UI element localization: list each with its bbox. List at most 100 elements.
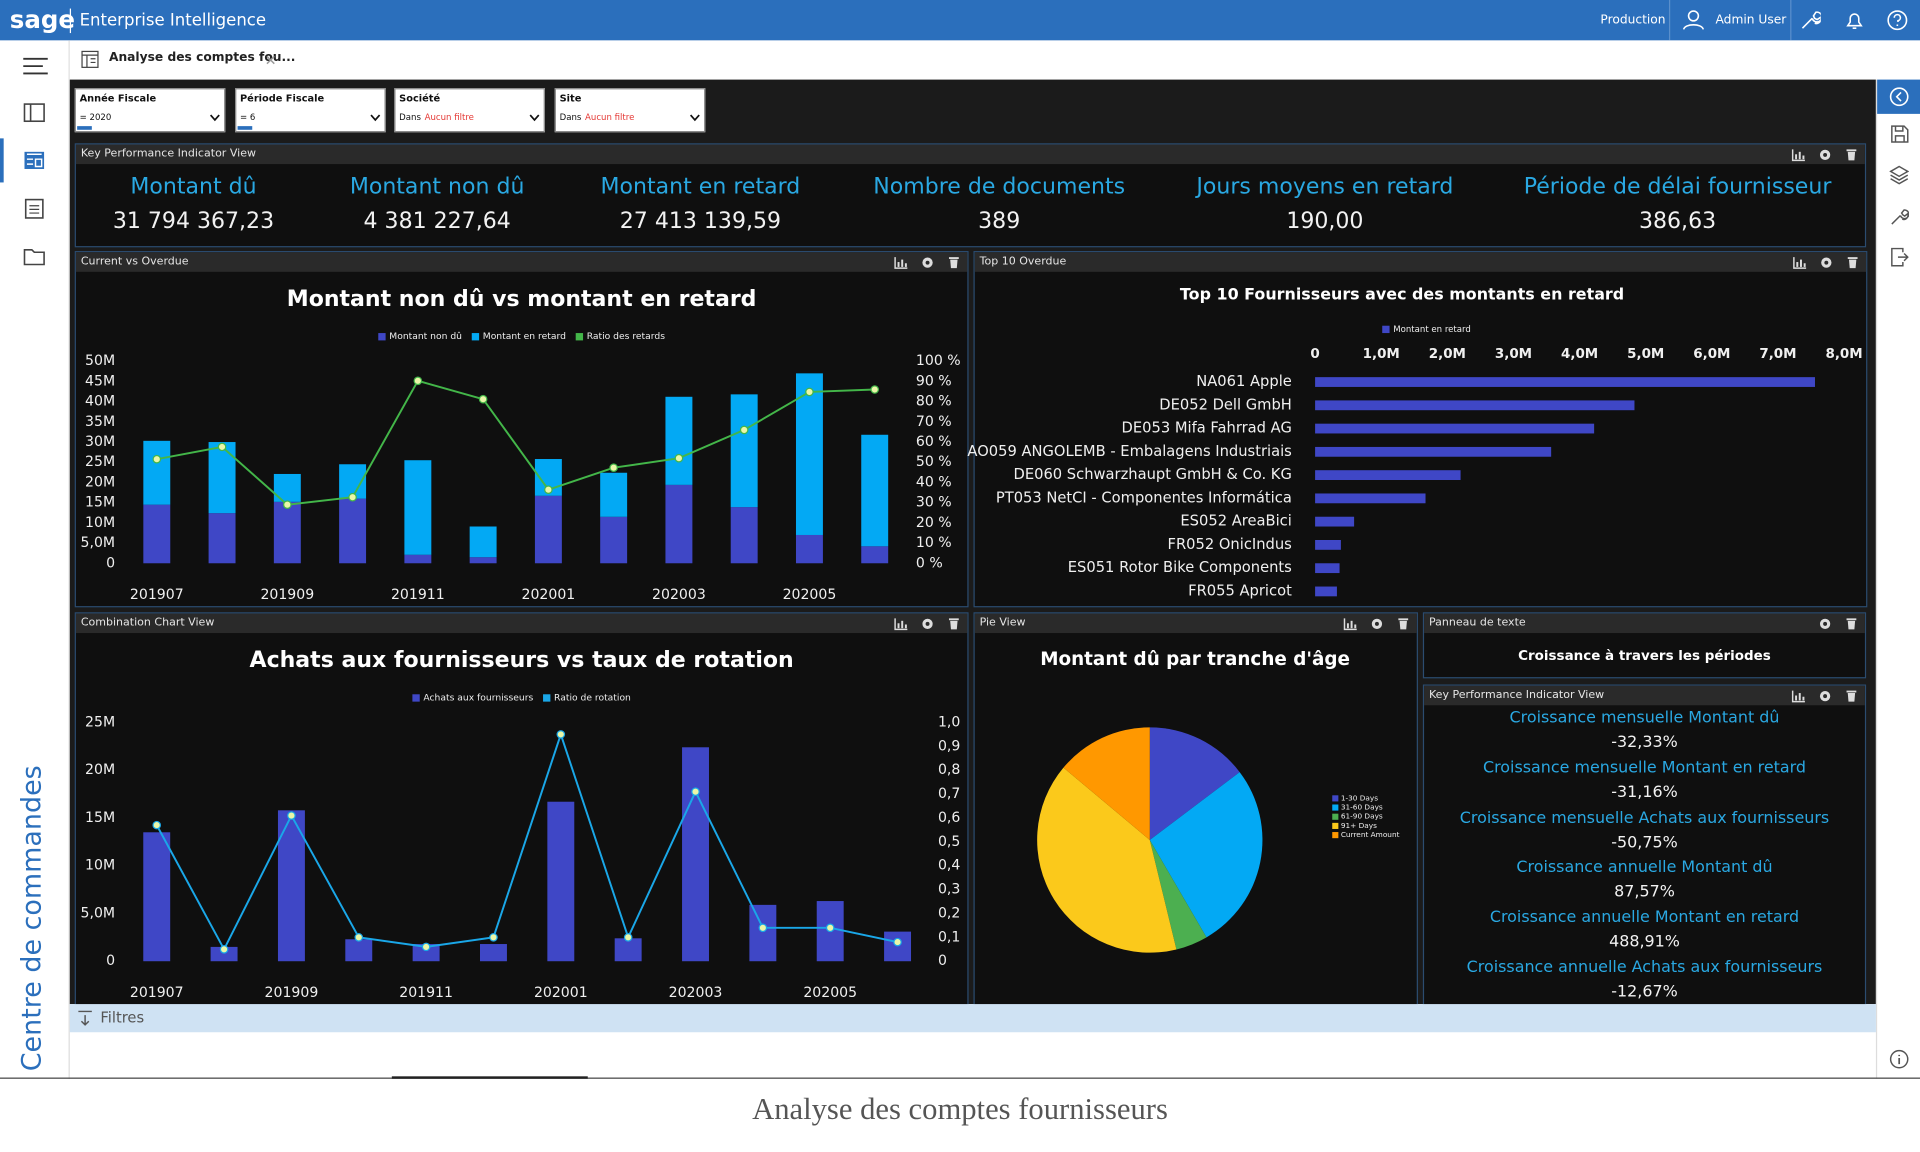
filter-value-text: = 6: [240, 112, 256, 123]
icon-shape: [23, 249, 45, 266]
panel-header: Panneau de texte: [1424, 613, 1865, 634]
delete-icon[interactable]: [1845, 148, 1857, 161]
kpi-label: Jours moyens en retard: [1196, 173, 1454, 200]
icon-shape: [901, 259, 904, 267]
nav-icon[interactable]: [23, 103, 45, 123]
separator: [69, 8, 72, 34]
divider: [0, 1077, 1920, 1079]
nav-icon[interactable]: [23, 151, 45, 171]
settings-icon[interactable]: [1818, 689, 1831, 702]
brand[interactable]: sage: [9, 4, 76, 35]
nav-icon[interactable]: [24, 197, 44, 219]
delete-icon[interactable]: [948, 256, 960, 269]
kpi-value: 87,57%: [1614, 883, 1675, 902]
delete-icon[interactable]: [1847, 256, 1859, 269]
icon-shape: [1687, 10, 1700, 22]
top-bar: sage Enterprise Intelligence Production …: [0, 0, 1920, 41]
icon-shape: [1343, 618, 1357, 631]
panel-header: Combination Chart View: [75, 613, 968, 634]
kpi-value: 488,91%: [1609, 933, 1680, 952]
icon-shape: [1354, 624, 1357, 629]
tab-bar: Analyse des comptes fou...: [69, 40, 1920, 80]
layers-icon[interactable]: [1889, 165, 1909, 185]
chart-icon[interactable]: [1343, 617, 1358, 631]
icon-shape: [266, 55, 275, 65]
panel-title: Current vs Overdue: [80, 255, 189, 269]
panel-header: Current vs Overdue: [75, 252, 968, 272]
user-icon[interactable]: [1682, 9, 1705, 31]
panel-header: Pie View: [974, 613, 1417, 634]
tab-title[interactable]: Analyse des comptes fou...: [108, 51, 296, 65]
kpi-label: Croissance mensuelle Achats aux fourniss…: [1459, 808, 1830, 828]
icon-shape: [894, 257, 908, 269]
icon-shape: [529, 114, 540, 122]
bell-icon[interactable]: [1844, 10, 1865, 31]
icon-shape: [1847, 257, 1858, 259]
chart-icon[interactable]: [1793, 256, 1808, 269]
filter-box[interactable]: Site Dans Aucun filtre: [554, 88, 706, 133]
icon-shape: [1846, 690, 1857, 693]
user-name[interactable]: Admin User: [1715, 13, 1787, 27]
dropdown-icon[interactable]: [689, 114, 700, 123]
delete-icon[interactable]: [1845, 689, 1857, 702]
filter-bar[interactable]: Filtres: [69, 1004, 1876, 1033]
nav-icon[interactable]: [23, 246, 45, 266]
dropdown-icon[interactable]: [209, 114, 220, 123]
save-icon[interactable]: [1891, 125, 1909, 143]
settings-icon[interactable]: [921, 617, 934, 630]
filter-box[interactable]: Année Fiscale = 2020: [74, 88, 226, 133]
environment[interactable]: Production: [1600, 13, 1666, 27]
panel-title: Key Performance Indicator View: [80, 148, 256, 161]
icon-shape: [925, 621, 930, 626]
icon-shape: [950, 259, 958, 269]
delete-icon[interactable]: [948, 617, 960, 630]
settings-icon[interactable]: [1818, 617, 1831, 630]
filter-label: Période Fiscale: [240, 93, 325, 105]
divider-accent: [391, 1076, 588, 1079]
export-icon[interactable]: [1891, 247, 1909, 267]
menu-icon[interactable]: [22, 55, 49, 77]
icon-shape: [1847, 151, 1856, 161]
collapse-icon: [1889, 87, 1909, 107]
settings-icon[interactable]: [1818, 148, 1831, 161]
kpi-value: -12,67%: [1611, 983, 1678, 1002]
chart-icon[interactable]: [894, 617, 909, 631]
icon-shape: [1798, 151, 1801, 160]
kpi-panel: Key Performance Indicator View: [1422, 684, 1867, 1007]
icon-shape: [1846, 13, 1863, 29]
chart-icon[interactable]: [1791, 689, 1806, 703]
tools-icon[interactable]: [1800, 10, 1821, 31]
icon-shape: [1791, 690, 1805, 703]
kpi-value: 190,00: [1286, 208, 1364, 234]
panel-title: Top 10 Overdue: [979, 255, 1067, 269]
delete-icon[interactable]: [1397, 617, 1409, 630]
info-icon[interactable]: [1889, 1049, 1909, 1069]
kpi-label: Croissance annuelle Achats aux fournisse…: [1466, 958, 1823, 978]
icon-shape: [1891, 209, 1909, 225]
tab-close[interactable]: [266, 55, 276, 65]
settings-icon[interactable]: [1820, 255, 1833, 268]
icon-shape: [1796, 262, 1799, 267]
help-icon[interactable]: [1887, 10, 1908, 31]
icon-shape: [1795, 154, 1798, 160]
filter-label: Site: [559, 93, 582, 105]
delete-icon[interactable]: [1845, 617, 1857, 630]
dropdown-icon[interactable]: [529, 114, 540, 123]
chart-icon[interactable]: [894, 256, 909, 269]
command-center-label[interactable]: Centre de commandes: [17, 765, 48, 1072]
tools-icon[interactable]: [1889, 207, 1909, 227]
icon-shape: [1889, 165, 1909, 185]
panel-header: Key Performance Indicator View: [1424, 685, 1865, 706]
dropdown-icon[interactable]: [370, 114, 381, 123]
settings-icon[interactable]: [1370, 617, 1383, 630]
icon-shape: [26, 153, 43, 168]
icon-shape: [1801, 11, 1821, 29]
filter-bar-label[interactable]: Filtres: [100, 1008, 145, 1027]
chart-icon[interactable]: [1791, 148, 1806, 162]
filter-box[interactable]: Société Dans Aucun filtre: [394, 88, 545, 133]
kpi-value: -32,33%: [1611, 733, 1678, 752]
collapse-button[interactable]: [1877, 79, 1920, 114]
filter-box[interactable]: Période Fiscale = 6: [235, 88, 386, 133]
settings-icon[interactable]: [921, 255, 934, 268]
